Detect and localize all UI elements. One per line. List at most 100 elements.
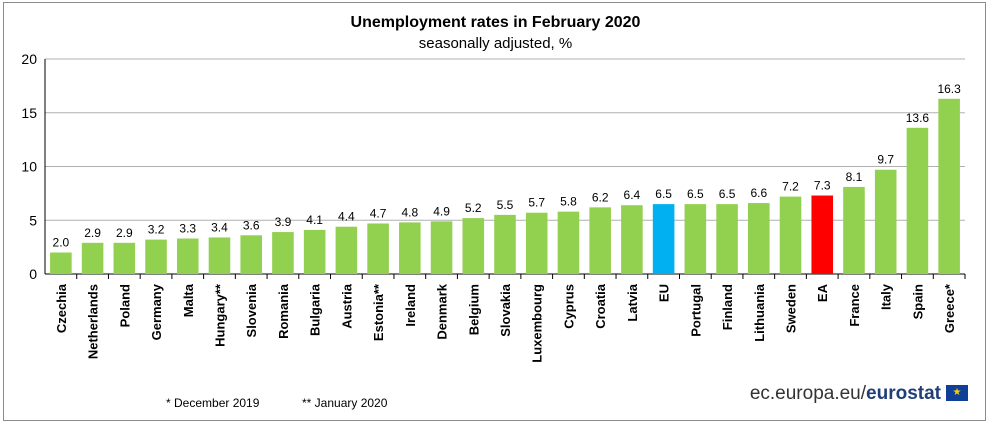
category-label-austria: Austria — [339, 283, 354, 329]
bar-finland — [716, 204, 738, 274]
data-label-bulgaria: 4.1 — [306, 213, 323, 227]
category-label-spain: Spain — [910, 284, 925, 319]
y-tick-label-15: 15 — [21, 105, 37, 121]
y-tick-label-5: 5 — [29, 212, 37, 228]
data-label-croatia: 6.2 — [592, 190, 609, 204]
data-label-germany: 3.2 — [148, 223, 165, 237]
bar-poland — [113, 242, 136, 274]
category-label-belgium: Belgium — [466, 284, 481, 335]
category-label-portugal: Portugal — [688, 284, 703, 337]
footnote-january-2020: ** January 2020 — [302, 396, 388, 410]
data-label-ireland: 4.8 — [401, 205, 418, 219]
data-label-denmark: 4.9 — [433, 204, 450, 218]
data-label-ea: 7.3 — [814, 179, 831, 193]
category-label-lithuania: Lithuania — [752, 283, 767, 342]
data-label-belgium: 5.2 — [465, 201, 482, 215]
category-label-netherlands: Netherlands — [86, 284, 101, 359]
eu-flag-icon: ★ — [946, 385, 968, 401]
bar-france — [843, 186, 865, 274]
data-label-malta: 3.3 — [179, 222, 196, 236]
bar-romania — [272, 232, 294, 274]
data-label-greece: 16.3 — [937, 82, 961, 96]
y-tick-label-0: 0 — [29, 266, 37, 282]
category-label-latvia: Latvia — [625, 283, 640, 321]
bar-spain — [906, 127, 929, 274]
bar-estonia — [367, 223, 389, 274]
bar-luxembourg — [525, 212, 548, 274]
category-label-finland: Finland — [720, 284, 735, 330]
data-label-eu: 6.5 — [655, 187, 672, 201]
bar-malta — [176, 238, 199, 274]
data-label-luxembourg: 5.7 — [528, 196, 545, 210]
bar-slovenia — [240, 235, 262, 274]
data-label-romania: 3.9 — [275, 215, 292, 229]
category-label-greece: Greece* — [942, 283, 957, 333]
bar-belgium — [462, 218, 485, 274]
category-label-romania: Romania — [276, 283, 291, 339]
category-label-estonia: Estonia** — [371, 283, 386, 341]
bar-netherlands — [81, 242, 104, 274]
bar-hungary — [208, 237, 231, 274]
category-label-sweden: Sweden — [784, 284, 799, 333]
data-label-poland: 2.9 — [116, 226, 133, 240]
bar-bulgaria — [303, 229, 326, 274]
data-label-slovakia: 5.5 — [497, 198, 514, 212]
source-brand: eurostat — [866, 383, 941, 404]
category-label-czechia: Czechia — [54, 283, 69, 333]
data-label-italy: 9.7 — [877, 153, 894, 167]
data-label-cyprus: 5.8 — [560, 195, 577, 209]
data-label-czechia: 2.0 — [53, 236, 70, 250]
bar-ireland — [399, 222, 421, 274]
bar-italy — [874, 169, 897, 274]
data-label-france: 8.1 — [846, 170, 863, 184]
bar-eu — [652, 204, 675, 274]
category-label-italy: Italy — [879, 283, 894, 310]
footnote-december-2019: * December 2019 — [166, 396, 260, 410]
data-label-slovenia: 3.6 — [243, 218, 260, 232]
data-label-estonia: 4.7 — [370, 206, 387, 220]
category-label-bulgaria: Bulgaria — [308, 283, 323, 336]
category-label-ea: EA — [815, 283, 830, 302]
bar-lithuania — [748, 203, 770, 274]
category-label-croatia: Croatia — [593, 283, 608, 329]
category-label-france: France — [847, 284, 862, 327]
source-prefix: ec.europa.eu/ — [749, 383, 867, 404]
category-label-slovakia: Slovakia — [498, 283, 513, 337]
bar-slovakia — [494, 214, 516, 274]
y-tick-label-20: 20 — [21, 51, 37, 67]
data-label-hungary: 3.4 — [211, 220, 228, 234]
bar-croatia — [589, 207, 611, 274]
data-label-spain: 13.6 — [906, 111, 930, 125]
source-credit: ec.europa.eu/eurostat — [750, 383, 941, 405]
chart-title: Unemployment rates in February 2020 — [350, 14, 641, 31]
data-label-portugal: 6.5 — [687, 187, 704, 201]
bar-greece — [938, 98, 960, 275]
bar-sweden — [779, 196, 802, 274]
category-label-poland: Poland — [117, 284, 132, 327]
bar-denmark — [430, 221, 453, 274]
bar-latvia — [621, 205, 643, 274]
chart-subtitle: seasonally adjusted, % — [418, 35, 573, 52]
bar-ea — [811, 195, 834, 274]
data-label-sweden: 7.2 — [782, 180, 799, 194]
category-label-denmark: Denmark — [435, 283, 450, 339]
data-label-lithuania: 6.6 — [750, 186, 767, 200]
category-label-hungary: Hungary** — [212, 283, 227, 347]
category-label-luxembourg: Luxembourg — [530, 284, 545, 363]
category-label-ireland: Ireland — [403, 284, 418, 327]
bar-portugal — [684, 204, 707, 274]
category-label-eu: EU — [657, 284, 672, 302]
data-label-finland: 6.5 — [719, 187, 736, 201]
bar-germany — [145, 239, 167, 274]
y-tick-label-10: 10 — [21, 159, 37, 175]
category-label-slovenia: Slovenia — [244, 283, 259, 337]
data-label-austria: 4.4 — [338, 210, 355, 224]
bar-cyprus — [557, 211, 580, 274]
data-label-netherlands: 2.9 — [84, 226, 101, 240]
category-label-germany: Germany — [149, 283, 164, 340]
bar-czechia — [50, 252, 72, 274]
data-label-latvia: 6.4 — [624, 188, 641, 202]
category-label-cyprus: Cyprus — [561, 284, 576, 329]
bar-austria — [335, 226, 358, 274]
